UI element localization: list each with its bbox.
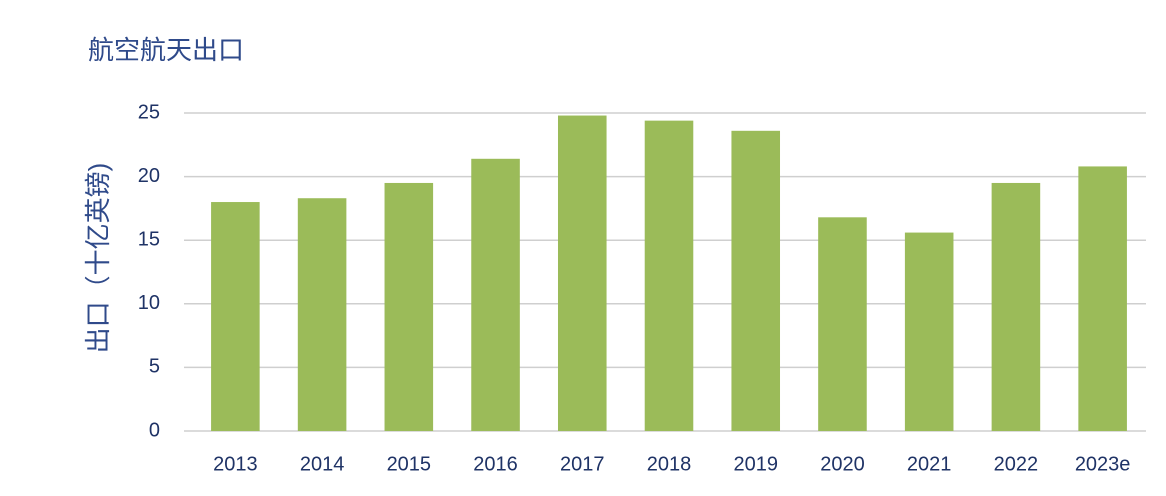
bar xyxy=(731,130,781,432)
x-tick-label: 2023e xyxy=(1075,453,1131,475)
x-tick-label: 2014 xyxy=(300,453,345,475)
x-tick-label: 2013 xyxy=(213,453,258,475)
bar xyxy=(644,120,694,431)
y-tick-label: 10 xyxy=(138,292,160,314)
bar xyxy=(384,182,434,431)
x-tick-label: 2019 xyxy=(733,453,778,475)
x-tick-label: 2022 xyxy=(994,453,1039,475)
x-tick-label: 2017 xyxy=(560,453,605,475)
bar xyxy=(818,217,867,431)
y-tick-label: 0 xyxy=(149,419,160,441)
y-tick-label: 5 xyxy=(149,356,160,378)
y-tick-label: 25 xyxy=(138,101,160,123)
y-axis-label: 出口（十亿英镑) xyxy=(83,163,113,354)
bar xyxy=(297,198,347,431)
y-tick-label: 15 xyxy=(138,228,160,250)
x-tick-label: 2016 xyxy=(473,453,518,475)
x-tick-label: 2015 xyxy=(387,453,432,475)
bar xyxy=(904,232,954,431)
bar xyxy=(471,158,520,432)
chart-title: 航空航天出口 xyxy=(88,35,244,65)
bar xyxy=(557,115,607,431)
x-tick-label: 2021 xyxy=(907,453,952,475)
x-tick-label: 2018 xyxy=(647,453,692,475)
bar xyxy=(1078,166,1127,431)
bar xyxy=(991,182,1041,431)
x-tick-label: 2020 xyxy=(820,453,865,475)
y-tick-label: 20 xyxy=(138,165,160,187)
bar xyxy=(211,202,260,431)
